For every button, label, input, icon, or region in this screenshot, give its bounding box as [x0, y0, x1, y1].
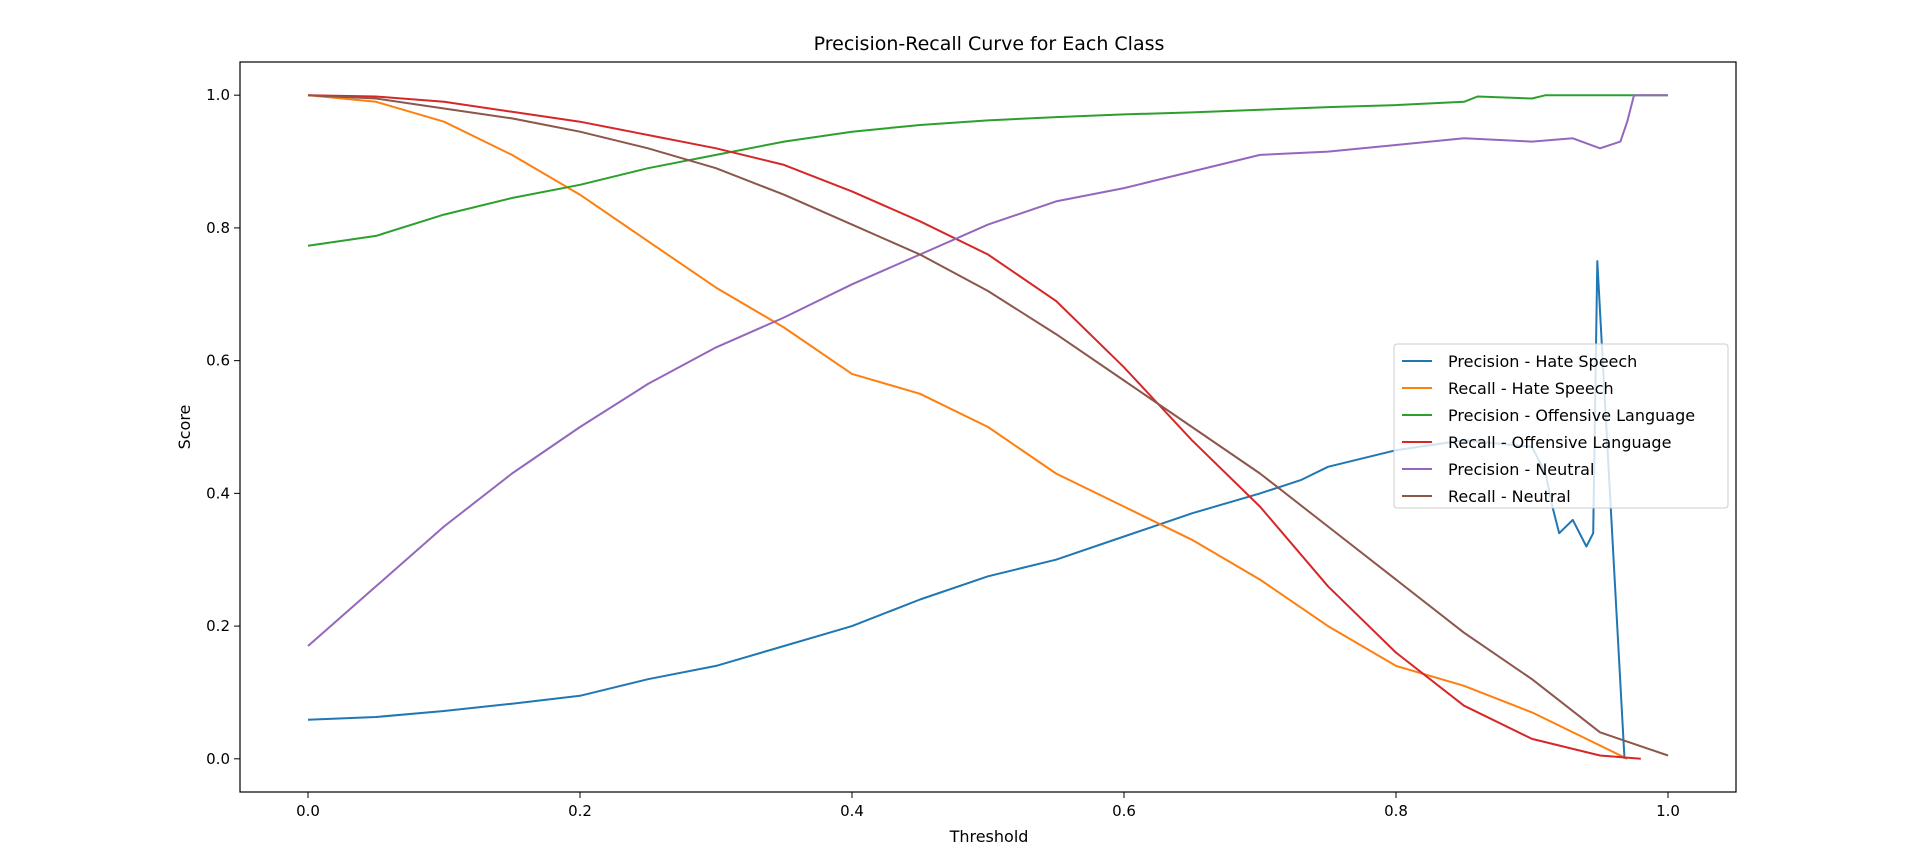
- y-tick-label: 0.4: [206, 484, 230, 502]
- chart-title: Precision-Recall Curve for Each Class: [814, 33, 1165, 55]
- legend-entry-label: Recall - Hate Speech: [1448, 379, 1614, 398]
- x-tick-label: 1.0: [1656, 802, 1680, 820]
- x-tick-label: 0.6: [1112, 802, 1136, 820]
- plot-frame: [239, 61, 1737, 793]
- series-line-precision-neutral: [307, 94, 1668, 647]
- x-tick-label: 0.4: [840, 802, 864, 820]
- series-line-recall-neutral: [307, 94, 1669, 757]
- legend-entry-label: Precision - Offensive Language: [1448, 406, 1695, 425]
- x-tick-label: 0.0: [296, 802, 320, 820]
- y-tick-label: 0.6: [206, 352, 230, 370]
- x-tick-label: 0.2: [568, 802, 592, 820]
- legend-box: [1393, 343, 1729, 509]
- legend-entry-label: Recall - Neutral: [1448, 487, 1571, 506]
- legend: Precision - Hate Speech Recall - Hate Spe…: [1393, 343, 1729, 509]
- series-line-precision-offensive-language: [307, 94, 1668, 247]
- y-tick-label: 1.0: [206, 86, 230, 104]
- y-axis-label: Score: [175, 405, 194, 450]
- series-lines: [307, 94, 1669, 760]
- y-tick-label: 0.2: [206, 617, 230, 635]
- legend-entry-label: Precision - Neutral: [1448, 460, 1594, 479]
- series-line-precision-hate-speech: [307, 260, 1626, 759]
- y-tick-label: 0.0: [206, 750, 230, 768]
- x-axis-label: Threshold: [949, 827, 1029, 846]
- series-line-recall-hate-speech: [307, 94, 1628, 760]
- legend-entry-label: Recall - Offensive Language: [1448, 433, 1671, 452]
- y-tick-label: 0.8: [206, 219, 230, 237]
- series-line-recall-offensive-language: [307, 94, 1641, 760]
- legend-entry-label: Precision - Hate Speech: [1448, 352, 1637, 371]
- x-tick-label: 0.8: [1384, 802, 1408, 820]
- axis-ticks: 0.0 0.2 0.4 0.6 0.8 1.0 0.0 0.2 0.4 0.6 0.8 1.0: [206, 86, 1680, 820]
